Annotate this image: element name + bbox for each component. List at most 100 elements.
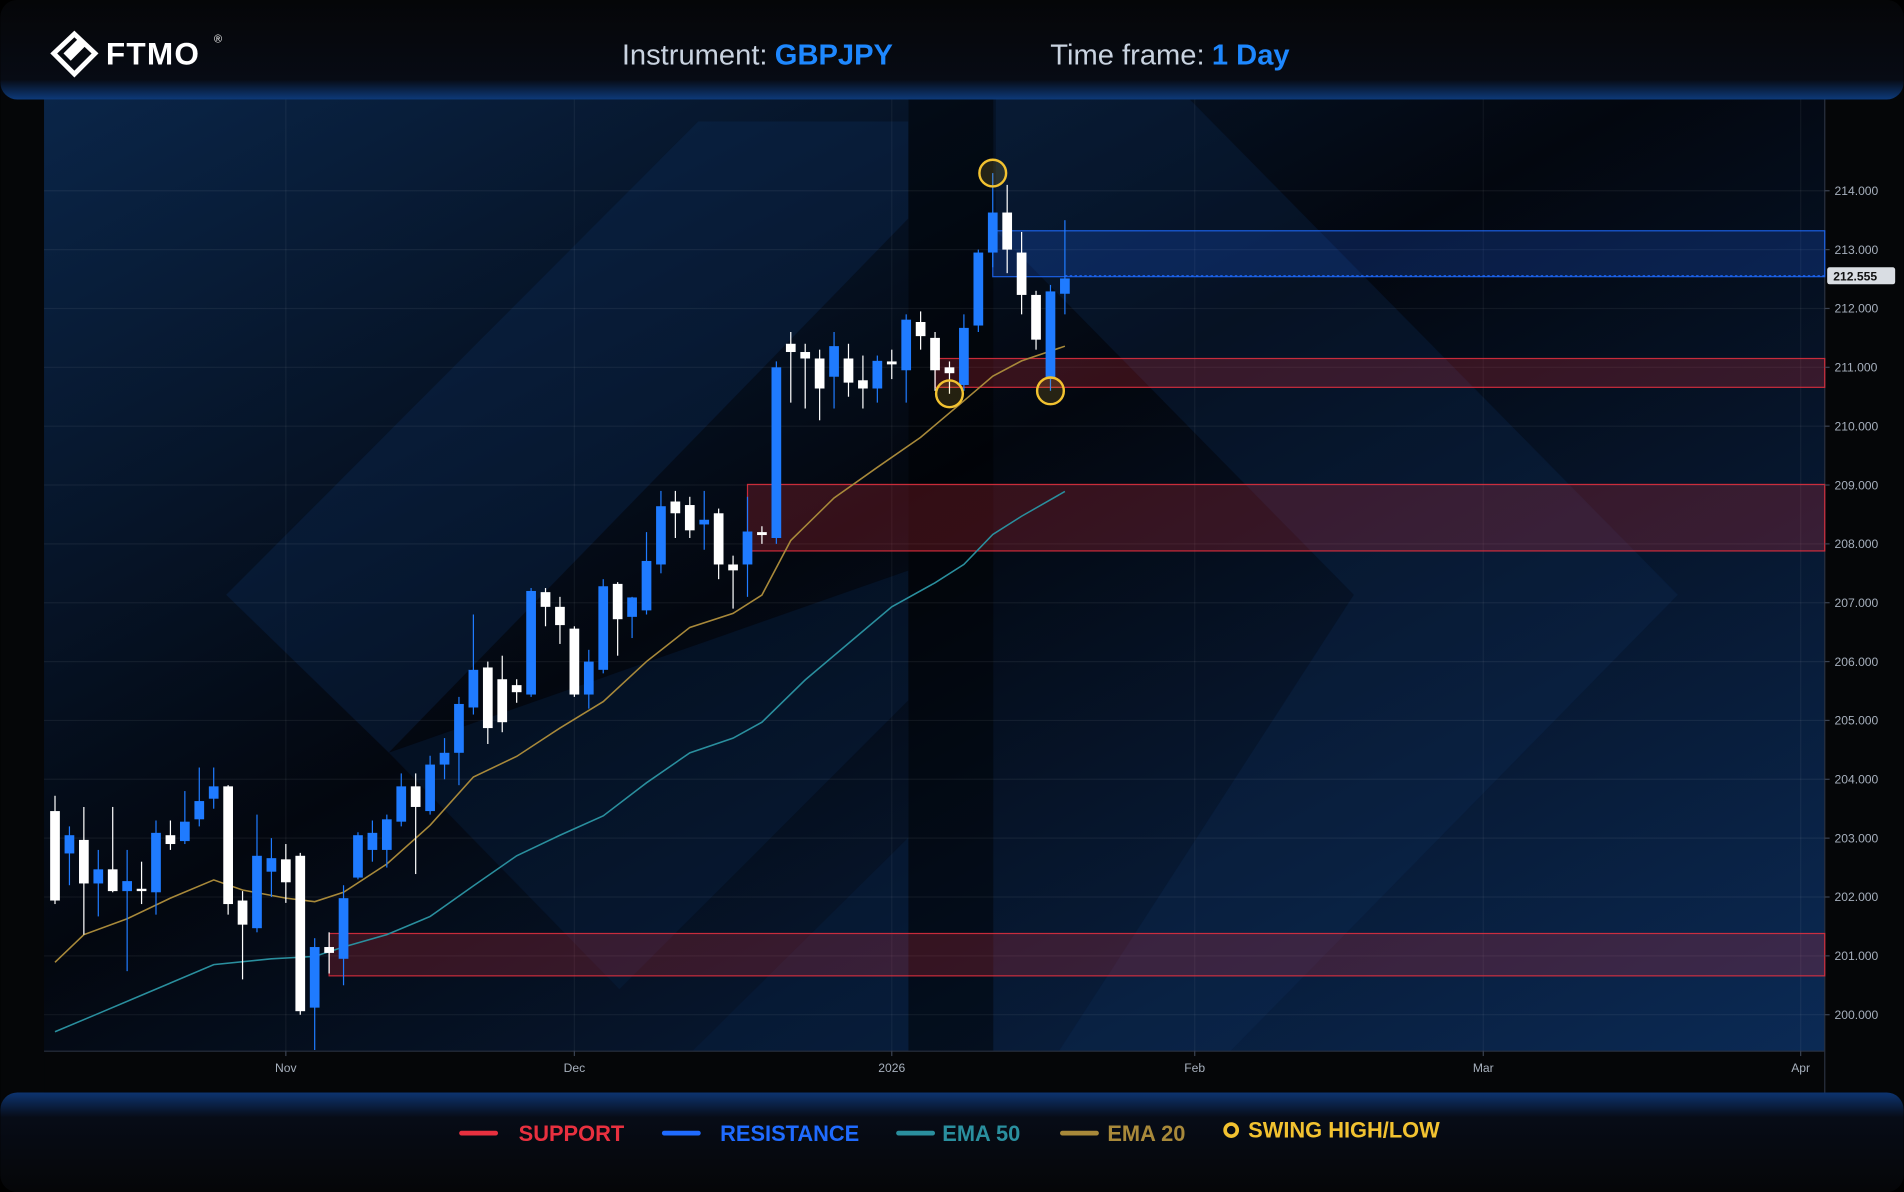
y-tick-label: 205.000 — [1834, 714, 1878, 728]
y-tick-label: 203.000 — [1834, 831, 1878, 845]
candle-body — [50, 811, 60, 901]
x-tick-label: Dec — [564, 1061, 586, 1075]
logo-mark: ® — [214, 33, 222, 45]
instrument-label: Instrument: — [622, 39, 768, 71]
candle-body — [699, 519, 710, 525]
candle-body — [410, 786, 421, 807]
candle-body — [930, 337, 940, 371]
axes: 200.000 201.000 202.000 203.000 204.000 205.0… — [275, 184, 1896, 1075]
timeframe-value: 1 Day — [1212, 39, 1291, 71]
candle-body — [814, 358, 825, 389]
candle-body — [165, 835, 176, 845]
candle-body — [295, 855, 306, 1012]
price-axis-panel — [1824, 99, 1904, 1093]
candle-body — [280, 859, 291, 883]
timeframe-label: Time frame: — [1050, 39, 1204, 71]
candles — [50, 173, 1070, 1051]
x-tick-label: Feb — [1184, 1061, 1205, 1075]
candle-body — [829, 346, 839, 377]
swing-point — [978, 158, 1008, 188]
candle-body — [526, 590, 536, 695]
candle-body — [454, 703, 464, 753]
candle-body — [973, 252, 984, 326]
y-tick-label: 207.000 — [1834, 596, 1878, 610]
candle-body — [79, 839, 89, 884]
legend-swatch — [1223, 1122, 1240, 1138]
candle-body — [728, 564, 738, 571]
footer-bar — [0, 1092, 1904, 1192]
candle-body — [439, 752, 450, 765]
legend-swatch — [896, 1130, 936, 1136]
time-axis-panel — [44, 1051, 1825, 1093]
candle-body — [338, 898, 349, 959]
candle-body — [223, 786, 233, 905]
candle-body — [511, 685, 522, 693]
logo: FTMO ® — [50, 30, 222, 78]
candle-body — [713, 513, 724, 565]
y-tick-label: 202.000 — [1834, 890, 1878, 904]
last-price-label: 212.555 — [1833, 270, 1877, 284]
candle-body — [915, 322, 926, 337]
y-tick-label: 204.000 — [1834, 773, 1878, 787]
x-tick-label: Nov — [275, 1061, 297, 1075]
legend-swatch — [1060, 1130, 1099, 1136]
candle-body — [252, 855, 262, 929]
legend-label: EMA 50 — [942, 1121, 1020, 1146]
instrument-value: GBPJPY — [775, 39, 893, 71]
resistance-zone — [992, 230, 1826, 278]
candle-body — [1060, 278, 1070, 294]
candle-body — [583, 661, 594, 695]
y-tick-label: 201.000 — [1834, 949, 1878, 963]
legend-label: SUPPORT — [519, 1121, 625, 1146]
watermark-shape — [388, 570, 909, 990]
candle-body — [237, 900, 248, 925]
x-tick-label: 2026 — [878, 1061, 905, 1075]
candle-body — [944, 367, 955, 374]
candle-body — [93, 869, 104, 884]
candle-body — [641, 560, 652, 611]
y-tick-label: 200.000 — [1834, 1008, 1878, 1022]
candle-body — [886, 361, 897, 365]
candle-body — [64, 835, 75, 854]
logo-icon — [50, 30, 99, 78]
candle-body — [656, 506, 666, 565]
candle-body — [367, 832, 378, 850]
legend: SUPPORT RESISTANCE EMA 50 EMA 20 SWING HIGH/… — [459, 1117, 1440, 1146]
x-tick-label: Apr — [1791, 1061, 1810, 1075]
candle-body — [208, 786, 219, 799]
logo-text: FTMO — [106, 35, 200, 71]
y-tick-label: 210.000 — [1834, 419, 1878, 433]
candle-body — [843, 358, 854, 383]
candle-body — [1045, 291, 1056, 380]
candle-body — [569, 628, 580, 695]
candle-body — [757, 532, 767, 536]
instrument: Instrument: GBPJPY — [622, 39, 893, 71]
candle-body — [684, 505, 695, 531]
candle-body — [901, 319, 912, 371]
swing-points — [934, 158, 1066, 409]
candle-body — [151, 832, 161, 893]
support-zone — [328, 932, 1826, 977]
candle-body — [1016, 252, 1027, 295]
candle-body — [598, 586, 609, 670]
candle-body — [381, 819, 392, 850]
candle-body — [107, 869, 118, 892]
candle-body — [959, 327, 969, 385]
legend-label: RESISTANCE — [720, 1121, 859, 1146]
timeframe: Time frame: 1 Day — [1050, 39, 1290, 71]
legend-swatch — [459, 1130, 499, 1136]
logo-icon — [63, 38, 86, 61]
candle-body — [612, 583, 623, 620]
candle-body — [627, 597, 637, 617]
y-tick-label: 206.000 — [1834, 655, 1878, 669]
zones — [328, 230, 1826, 977]
candle-body — [353, 835, 363, 878]
candle-body — [1031, 294, 1041, 340]
header-bar — [0, 0, 1904, 100]
candle-body — [858, 380, 868, 389]
candle-body — [468, 669, 479, 708]
candle-body — [497, 679, 508, 723]
watermark-shape — [995, 99, 1678, 1093]
candle-body — [179, 821, 190, 842]
